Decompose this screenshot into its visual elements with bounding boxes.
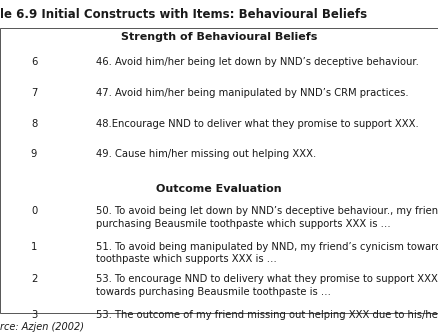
Text: 6: 6 <box>31 57 37 67</box>
Text: rce: Azjen (2002): rce: Azjen (2002) <box>0 322 84 332</box>
Text: 3: 3 <box>31 310 37 320</box>
Text: 51. To avoid being manipulated by NND, my friend’s cynicism towards purchasing B: 51. To avoid being manipulated by NND, m… <box>96 242 438 264</box>
Text: 9: 9 <box>31 149 37 159</box>
Text: 8: 8 <box>31 119 37 129</box>
Text: Strength of Behavioural Beliefs: Strength of Behavioural Beliefs <box>121 32 317 42</box>
Text: le 6.9 Initial Constructs with Items: Behavioural Beliefs: le 6.9 Initial Constructs with Items: Be… <box>0 8 367 21</box>
Text: 2: 2 <box>31 274 37 284</box>
Text: 50. To avoid being let down by NND’s deceptive behaviour., my friend’s cynicism : 50. To avoid being let down by NND’s dec… <box>96 206 438 229</box>
Text: 0: 0 <box>31 206 37 216</box>
Text: Outcome Evaluation: Outcome Evaluation <box>156 184 282 194</box>
Text: 53. To encourage NND to delivery what they promise to support XXX, my friend’s c: 53. To encourage NND to delivery what th… <box>96 274 438 297</box>
Bar <box>0 28 438 313</box>
Text: 49. Cause him/her missing out helping XXX.: 49. Cause him/her missing out helping XX… <box>96 149 317 159</box>
Text: 48.Encourage NND to deliver what they promise to support XXX.: 48.Encourage NND to deliver what they pr… <box>96 119 419 129</box>
Text: 53. The outcome of my friend missing out helping XXX due to his/her cynicism is : 53. The outcome of my friend missing out… <box>96 310 438 320</box>
Text: 1: 1 <box>31 242 37 252</box>
Text: 46. Avoid him/her being let down by NND’s deceptive behaviour.: 46. Avoid him/her being let down by NND’… <box>96 57 419 67</box>
Text: 47. Avoid him/her being manipulated by NND’s CRM practices.: 47. Avoid him/her being manipulated by N… <box>96 88 409 98</box>
Text: 7: 7 <box>31 88 37 98</box>
